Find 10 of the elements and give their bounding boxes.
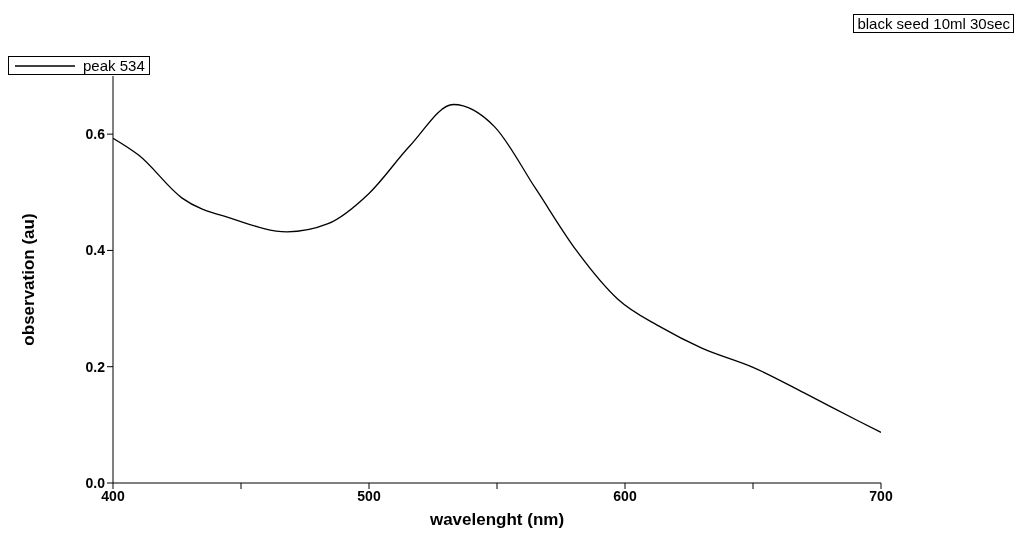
x-tick-label: 600 — [613, 487, 637, 504]
y-tick-label: 0.2 — [85, 358, 106, 375]
y-tick-label: 0.6 — [85, 126, 106, 143]
legend-label: peak 534 — [83, 57, 145, 74]
text: black seed 10ml 30sec — [853, 14, 1014, 33]
y-axis-title: observation (au) — [19, 213, 39, 346]
x-axis-title: wavelenght (nm) — [428, 510, 565, 529]
x-tick-label: 700 — [869, 487, 893, 504]
y-tick-label: 0.4 — [85, 242, 106, 259]
x-tick-label: 500 — [357, 487, 381, 504]
